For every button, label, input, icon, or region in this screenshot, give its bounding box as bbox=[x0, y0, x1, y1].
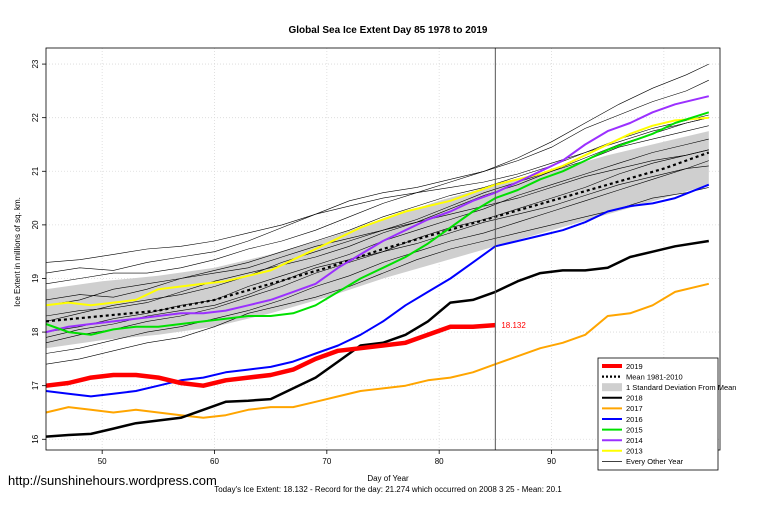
legend-label: 2016 bbox=[626, 415, 643, 424]
legend-label: Mean 1981-2010 bbox=[626, 372, 683, 381]
other-year-line bbox=[45, 165, 709, 338]
series-line-2018 bbox=[45, 239, 709, 438]
legend-label: Every Other Year bbox=[626, 457, 684, 466]
series-line-2016 bbox=[45, 183, 710, 398]
legend-label: 2015 bbox=[626, 425, 643, 434]
x-tick-label: 90 bbox=[547, 457, 556, 466]
x-tick-label: 50 bbox=[98, 457, 107, 466]
x-tick-label: 70 bbox=[322, 457, 331, 466]
x-tick-label: 60 bbox=[210, 457, 219, 466]
y-tick-label: 23 bbox=[31, 59, 40, 68]
y-tick-label: 19 bbox=[31, 273, 40, 282]
series-line-2015 bbox=[45, 111, 710, 336]
other-year-line bbox=[45, 79, 709, 274]
y-tick-label: 17 bbox=[31, 381, 40, 390]
series-line-2019 bbox=[45, 322, 496, 388]
series-line-2017 bbox=[45, 282, 710, 419]
series-line-2014 bbox=[45, 95, 710, 334]
y-tick-label: 21 bbox=[31, 166, 40, 175]
chart-title: Global Sea Ice Extent Day 85 1978 to 201… bbox=[289, 25, 488, 36]
x-axis-label: Day of Year bbox=[367, 474, 409, 483]
y-tick-label: 22 bbox=[31, 113, 40, 122]
series-line-2013 bbox=[45, 116, 709, 307]
y-tick-label: 20 bbox=[31, 220, 40, 229]
plot-frame bbox=[45, 47, 721, 451]
legend-label: 2014 bbox=[626, 436, 643, 445]
watermark-url: http://sunshinehours.wordpress.com bbox=[8, 473, 217, 488]
legend-label: 2019 bbox=[626, 362, 643, 371]
current-value-label: 18.132 bbox=[501, 321, 526, 330]
legend-label: 2013 bbox=[626, 447, 643, 456]
legend-label: 2017 bbox=[626, 404, 643, 413]
std-dev-band bbox=[46, 131, 709, 349]
legend-swatch bbox=[602, 383, 622, 392]
other-year-line bbox=[45, 63, 709, 285]
other-year-line bbox=[45, 149, 709, 301]
y-axis-label: Ice Extent in millions of sq. km. bbox=[13, 197, 22, 307]
x-tick-label: 80 bbox=[435, 457, 444, 466]
legend-label: 2018 bbox=[626, 394, 643, 403]
legend-label: 1 Standard Deviation From Mean bbox=[626, 383, 736, 392]
other-year-line bbox=[45, 160, 709, 354]
footer-note: Today's Ice Extent: 18.132 - Record for … bbox=[214, 485, 562, 494]
y-tick-label: 18 bbox=[31, 327, 40, 336]
y-tick-label: 16 bbox=[31, 434, 40, 443]
